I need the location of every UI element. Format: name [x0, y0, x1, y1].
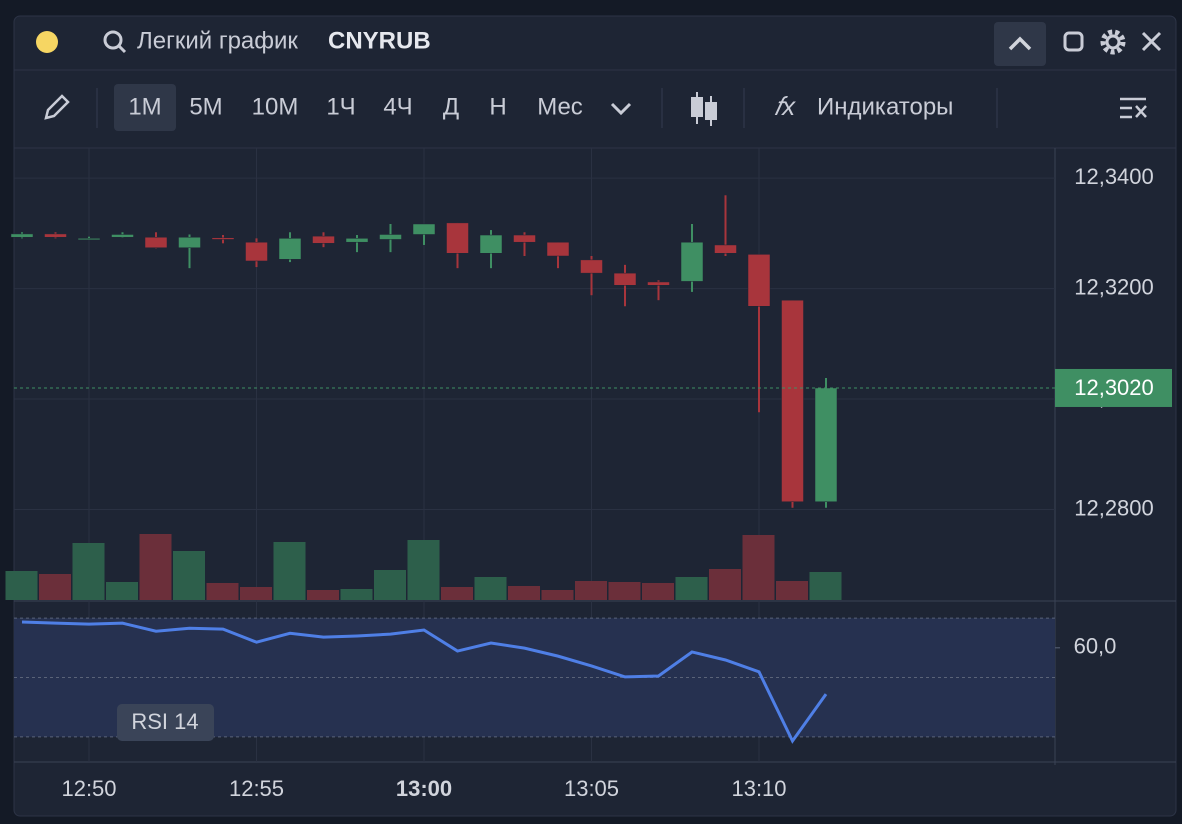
settings-button[interactable]	[1100, 29, 1126, 55]
candle-body	[111, 234, 134, 238]
volume-bar	[72, 543, 105, 600]
candle-body	[77, 238, 101, 241]
candle-body	[680, 241, 704, 282]
volume-bar	[608, 582, 641, 600]
interval-button[interactable]: 4Ч	[383, 93, 412, 120]
interval-button[interactable]: Н	[489, 93, 506, 120]
x-tick-label: 13:10	[731, 776, 786, 801]
candle-body	[513, 234, 536, 243]
volume-bar	[139, 534, 172, 600]
rsi-label-bg	[117, 704, 214, 741]
rsi-line	[21, 620, 828, 744]
x-tick-label: 12:55	[229, 776, 284, 801]
candle-body	[781, 299, 804, 502]
x-tick-label: 13:05	[564, 776, 619, 801]
candle-body	[714, 244, 737, 254]
volume-bar	[776, 581, 808, 600]
last-price-label: 12,3020	[1074, 375, 1154, 400]
last-price-box	[1055, 368, 1172, 407]
candle-body	[479, 234, 503, 254]
volume-bar	[206, 583, 239, 600]
y-tick-label: 12,3200	[1074, 274, 1154, 299]
chevron-up	[1008, 36, 1032, 51]
candle-body	[613, 272, 637, 286]
candle-body	[546, 241, 570, 257]
y-tick-label: 12,2800	[1074, 495, 1154, 520]
interval-button[interactable]: Д	[443, 93, 459, 120]
volume-bar	[39, 574, 71, 600]
volume-bar	[374, 570, 406, 600]
interval-button[interactable]: 1M	[128, 93, 161, 120]
y-tick-label: 12,3400	[1074, 164, 1154, 189]
interval-button[interactable]: 5M	[189, 93, 222, 120]
window-button[interactable]	[1063, 31, 1084, 52]
volume-bar	[441, 587, 473, 600]
close-button[interactable]	[1141, 31, 1162, 52]
candle-body	[747, 254, 771, 307]
symbol[interactable]: CNYRUB	[328, 27, 431, 54]
x-tick-label: 12:50	[61, 776, 116, 801]
candle-body	[178, 236, 201, 248]
candle-body	[647, 281, 670, 286]
volume-bar	[106, 582, 138, 600]
candle-body	[10, 233, 34, 238]
collapse-button[interactable]	[994, 22, 1046, 66]
interval-button[interactable]: 10M	[252, 93, 299, 120]
panel	[13, 15, 1177, 817]
candle-body	[580, 259, 603, 274]
candle-body	[278, 238, 302, 260]
volume-bar	[340, 589, 373, 600]
active-interval-bg	[114, 84, 176, 131]
volume-bar	[709, 569, 741, 600]
fx-icon: 𝑓x	[774, 91, 796, 121]
candle-body	[379, 234, 402, 240]
x-tick-label: 13:00	[396, 776, 452, 801]
candle-body	[245, 241, 268, 262]
volume-bar	[407, 540, 440, 600]
status-dot	[36, 31, 58, 53]
toolbar-menu[interactable]	[1120, 97, 1147, 119]
candle-body	[412, 223, 436, 235]
volume-bar	[240, 587, 272, 600]
volume-bar	[675, 577, 708, 600]
volume-bar	[575, 581, 607, 600]
candle-body	[211, 237, 235, 240]
candle-body	[312, 235, 335, 244]
chart-type-icon[interactable]	[691, 92, 717, 126]
search-icon	[103, 30, 127, 54]
volume-bar	[508, 586, 540, 600]
more-intervals[interactable]	[610, 102, 632, 116]
volume-bar	[742, 535, 775, 600]
volume-bar	[307, 590, 339, 600]
volume-bar	[173, 551, 205, 600]
rsi-label: RSI 14	[131, 709, 198, 734]
volume-bar	[642, 583, 674, 600]
candle-body	[814, 387, 838, 502]
volume-bar	[5, 571, 38, 600]
candle-body	[446, 222, 469, 254]
interval-button[interactable]: 1Ч	[326, 93, 355, 120]
indicators-button[interactable]: Индикаторы	[817, 93, 953, 120]
interval-button[interactable]: Мес	[537, 93, 583, 120]
candle-body	[345, 238, 369, 243]
volume-bar	[541, 590, 574, 600]
rsi-tick-label: 60,0	[1074, 634, 1117, 659]
candle-body	[44, 233, 67, 238]
volume-bar	[474, 577, 507, 600]
draw-icon[interactable]	[44, 94, 70, 120]
volume-bar	[273, 542, 306, 600]
volume-bar	[809, 572, 842, 600]
candle-body	[144, 236, 168, 248]
widget-title: Легкий график	[137, 27, 298, 54]
